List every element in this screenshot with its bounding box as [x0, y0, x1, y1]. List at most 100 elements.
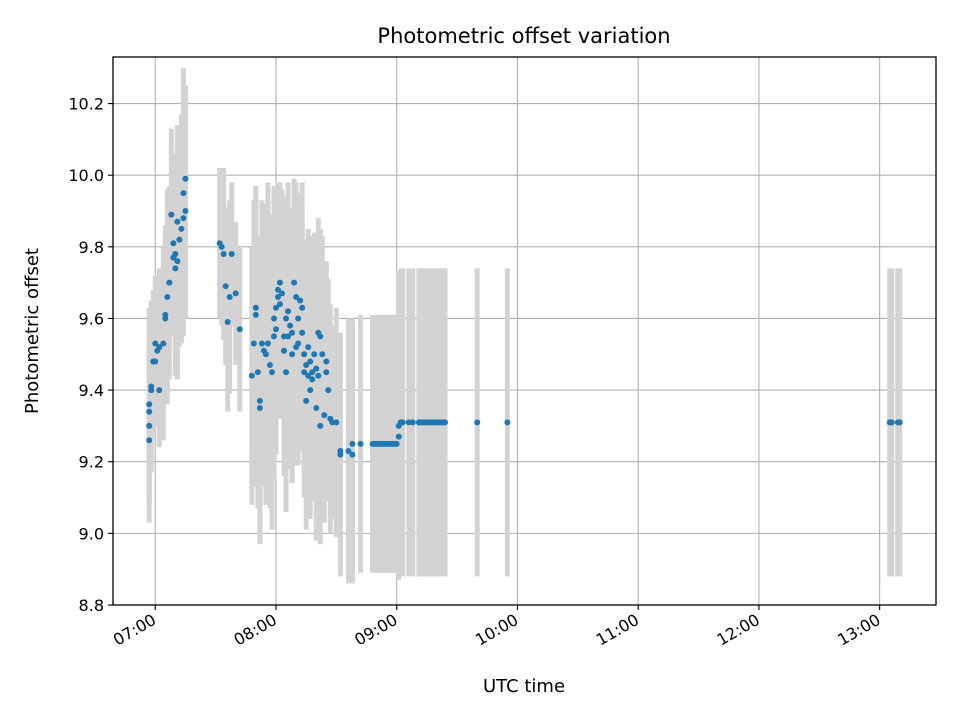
data-point	[315, 372, 322, 379]
data-point	[311, 351, 318, 358]
y-tick-label: 9.4	[79, 381, 104, 400]
data-point	[297, 297, 304, 304]
data-point	[281, 347, 288, 354]
data-point	[295, 340, 302, 347]
data-point	[409, 419, 416, 426]
data-point	[226, 293, 233, 300]
data-point	[228, 250, 235, 257]
data-point	[283, 315, 290, 322]
y-tick-label: 10.2	[68, 95, 104, 114]
data-point	[321, 412, 328, 419]
data-point	[896, 419, 903, 426]
data-point	[252, 311, 259, 318]
data-point	[345, 447, 352, 454]
data-point	[393, 440, 400, 447]
data-point	[287, 322, 294, 329]
data-point	[272, 326, 279, 333]
y-tick-label: 10.0	[68, 166, 104, 185]
data-point	[270, 315, 277, 322]
data-point	[317, 422, 324, 429]
data-point	[474, 419, 481, 426]
data-points	[146, 175, 903, 458]
data-point	[268, 369, 275, 376]
data-point	[180, 190, 187, 197]
data-point	[289, 351, 296, 358]
data-point	[272, 304, 279, 311]
data-point	[178, 225, 185, 232]
data-point	[152, 358, 159, 365]
plot-frame	[112, 56, 937, 606]
data-point	[248, 372, 255, 379]
data-point	[146, 422, 153, 429]
data-point	[299, 304, 306, 311]
data-point	[301, 351, 308, 358]
data-point	[180, 215, 187, 222]
data-point	[174, 258, 181, 265]
data-point	[174, 218, 181, 225]
data-point	[337, 451, 344, 458]
data-point	[162, 311, 169, 318]
data-point	[307, 387, 314, 394]
data-point	[218, 243, 225, 250]
data-point	[325, 387, 332, 394]
data-point	[156, 344, 163, 351]
data-point	[349, 451, 356, 458]
data-point	[160, 340, 167, 347]
data-point	[293, 293, 300, 300]
data-point	[164, 293, 171, 300]
data-point	[252, 304, 259, 311]
data-point	[170, 240, 177, 247]
data-point	[277, 301, 284, 308]
data-point	[277, 279, 284, 286]
data-point	[222, 283, 229, 290]
data-point	[307, 358, 314, 365]
data-point	[168, 211, 175, 218]
data-point	[182, 175, 189, 182]
data-point	[256, 397, 263, 404]
data-point	[182, 208, 189, 215]
data-point	[220, 250, 227, 257]
data-point	[313, 365, 320, 372]
chart-title: Photometric offset variation	[377, 24, 670, 48]
data-point	[333, 419, 340, 426]
data-point	[399, 419, 406, 426]
data-point	[283, 369, 290, 376]
data-point	[442, 419, 449, 426]
data-point	[258, 340, 265, 347]
y-tick-label: 9.8	[79, 238, 104, 257]
data-point	[309, 376, 316, 383]
data-point	[236, 326, 243, 333]
data-point	[504, 419, 511, 426]
data-point	[262, 351, 269, 358]
data-point	[349, 440, 356, 447]
data-point	[275, 286, 282, 293]
data-point	[166, 279, 173, 286]
data-point	[285, 308, 292, 315]
data-point	[289, 329, 296, 336]
data-point	[172, 250, 179, 257]
data-point	[305, 344, 312, 351]
data-point	[305, 372, 312, 379]
data-point	[176, 236, 183, 243]
data-point	[254, 369, 261, 376]
data-point	[224, 319, 231, 326]
data-point	[301, 369, 308, 376]
x-axis-label: UTC time	[483, 676, 565, 697]
y-tick-label: 9.6	[79, 309, 104, 328]
data-point	[250, 340, 257, 347]
y-tick-label: 8.8	[79, 596, 104, 615]
data-point	[299, 329, 306, 336]
data-point	[309, 369, 316, 376]
y-tick-label: 9.0	[79, 524, 104, 543]
data-point	[279, 290, 286, 297]
data-point	[264, 340, 271, 347]
data-point	[295, 315, 302, 322]
data-point	[270, 333, 277, 340]
data-point	[319, 351, 326, 358]
data-point	[266, 362, 273, 369]
data-point	[303, 362, 310, 369]
data-point	[285, 333, 292, 340]
data-point	[156, 387, 163, 394]
